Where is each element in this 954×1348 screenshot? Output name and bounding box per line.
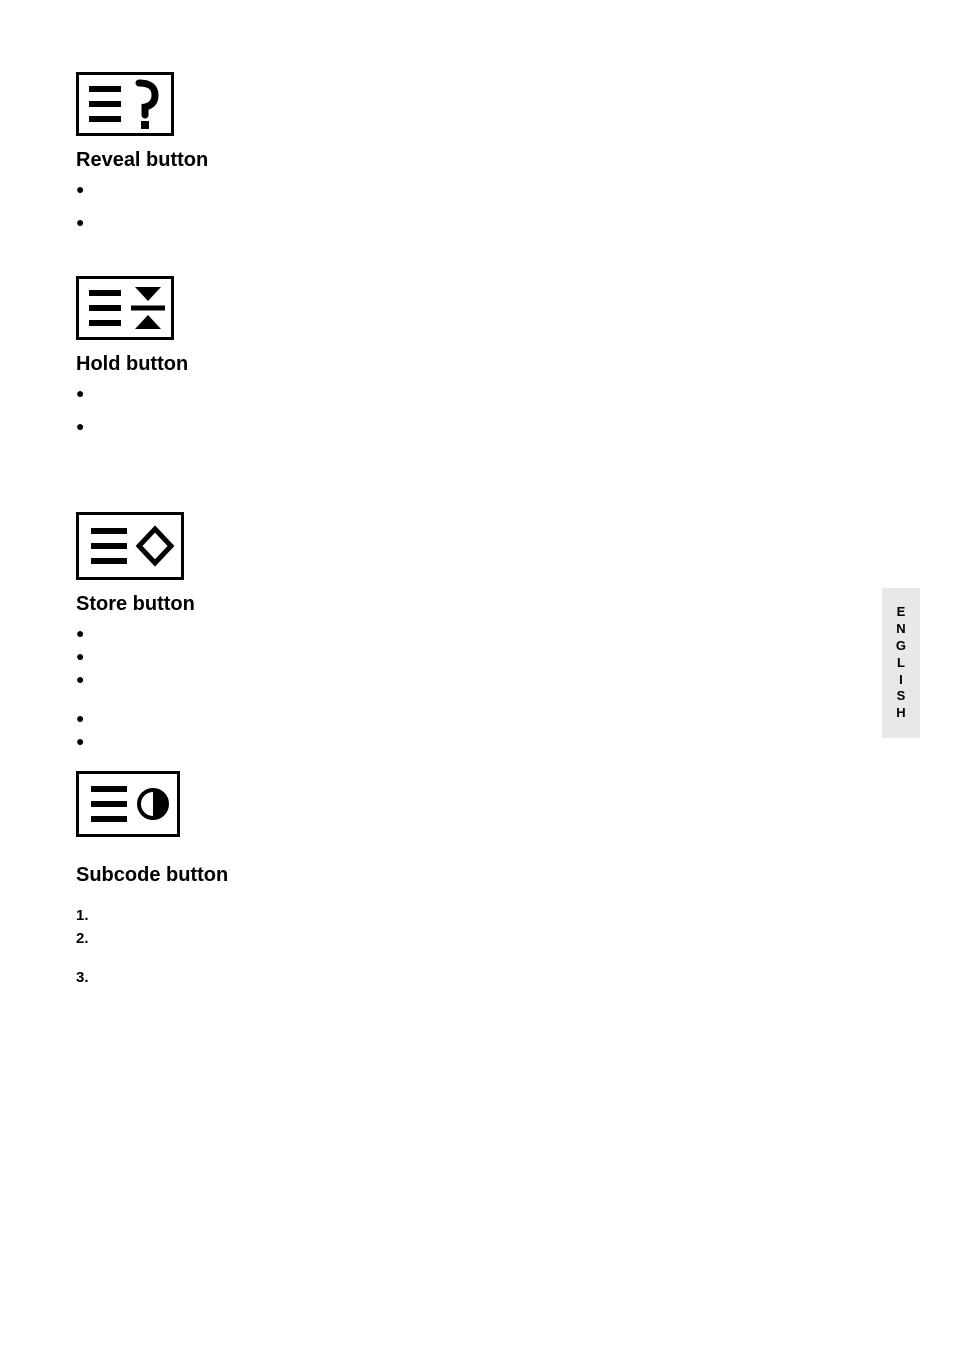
lang-letter: S <box>896 688 906 705</box>
hold-icon <box>76 276 174 340</box>
reveal-bullets <box>76 180 878 234</box>
store-icon <box>76 512 184 580</box>
lang-letter: G <box>896 638 906 655</box>
reveal-title: Reveal button <box>76 149 878 172</box>
subcode-numbered: 1. 2. 3. <box>76 905 878 988</box>
numbered-item: 2. <box>76 928 878 949</box>
bullet-item <box>76 384 878 405</box>
lang-letter: I <box>896 672 906 689</box>
bullet-item <box>76 709 878 730</box>
bullet-item <box>76 732 878 753</box>
reveal-icon <box>76 72 174 136</box>
numbered-item: 3. <box>76 967 878 988</box>
lang-letter: N <box>896 621 906 638</box>
lang-letter: H <box>896 705 906 722</box>
lang-letter: L <box>896 655 906 672</box>
bullet-item <box>76 647 878 668</box>
hold-bullets <box>76 384 878 438</box>
bullet-item <box>76 417 878 438</box>
bullet-item <box>76 624 878 645</box>
subcode-icon <box>76 771 180 837</box>
numbered-item: 1. <box>76 905 878 926</box>
bullet-item <box>76 180 878 201</box>
lang-letter: E <box>896 604 906 621</box>
store-title: Store button <box>76 593 878 616</box>
bullet-item <box>76 213 878 234</box>
bullet-item <box>76 670 878 691</box>
language-tab: E N G L I S H <box>882 588 920 738</box>
subcode-title: Subcode button <box>76 864 878 887</box>
hold-title: Hold button <box>76 353 878 376</box>
page-content: Reveal button Hold button Store button <box>0 0 954 988</box>
store-bullets <box>76 624 878 753</box>
